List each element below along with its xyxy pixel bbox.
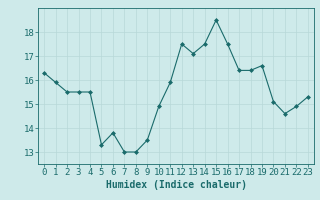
X-axis label: Humidex (Indice chaleur): Humidex (Indice chaleur) <box>106 180 246 190</box>
